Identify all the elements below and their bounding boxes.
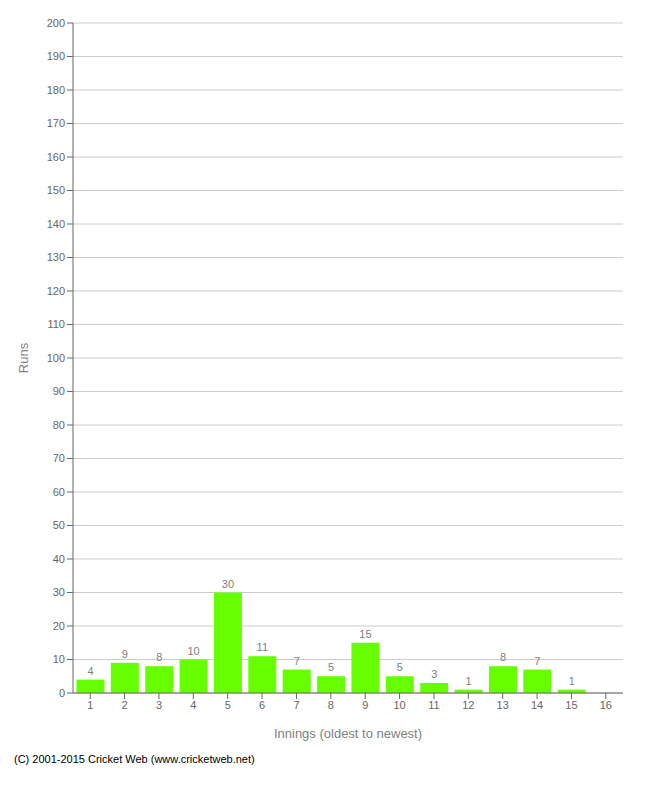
svg-text:190: 190 <box>47 50 65 62</box>
svg-text:80: 80 <box>53 419 65 431</box>
svg-text:15: 15 <box>565 699 577 711</box>
svg-text:160: 160 <box>47 151 65 163</box>
svg-text:180: 180 <box>47 84 65 96</box>
svg-text:3: 3 <box>431 668 437 680</box>
svg-text:15: 15 <box>359 628 371 640</box>
svg-text:2: 2 <box>122 699 128 711</box>
svg-text:100: 100 <box>47 352 65 364</box>
svg-text:70: 70 <box>53 452 65 464</box>
svg-text:150: 150 <box>47 184 65 196</box>
svg-text:30: 30 <box>222 578 234 590</box>
svg-text:170: 170 <box>47 117 65 129</box>
svg-text:1: 1 <box>466 675 472 687</box>
svg-text:5: 5 <box>397 661 403 673</box>
svg-text:6: 6 <box>259 699 265 711</box>
svg-text:5: 5 <box>225 699 231 711</box>
svg-text:3: 3 <box>156 699 162 711</box>
svg-text:1: 1 <box>569 675 575 687</box>
svg-text:10: 10 <box>187 645 199 657</box>
svg-text:50: 50 <box>53 519 65 531</box>
svg-text:10: 10 <box>393 699 405 711</box>
svg-text:Innings (oldest to newest): Innings (oldest to newest) <box>274 726 422 741</box>
svg-text:7: 7 <box>294 655 300 667</box>
svg-text:90: 90 <box>53 385 65 397</box>
svg-text:7: 7 <box>534 655 540 667</box>
svg-text:20: 20 <box>53 620 65 632</box>
svg-text:14: 14 <box>531 699 543 711</box>
svg-text:13: 13 <box>497 699 509 711</box>
svg-text:9: 9 <box>122 648 128 660</box>
svg-text:0: 0 <box>59 687 65 699</box>
html-text:(C) 2001-2015 Cricket Web (www: (C) 2001-2015 Cricket Web (www.cricketwe… <box>14 753 255 765</box>
svg-text:11: 11 <box>257 641 268 653</box>
svg-text:1: 1 <box>87 699 93 711</box>
svg-text:10: 10 <box>53 653 65 665</box>
svg-text:16: 16 <box>600 699 612 711</box>
svg-text:40: 40 <box>53 553 65 565</box>
svg-text:5: 5 <box>328 661 334 673</box>
svg-text:60: 60 <box>53 486 65 498</box>
svg-text:140: 140 <box>47 218 65 230</box>
svg-text:110: 110 <box>47 318 65 330</box>
svg-text:8: 8 <box>328 699 334 711</box>
svg-text:200: 200 <box>47 17 65 29</box>
svg-text:8: 8 <box>156 651 162 663</box>
svg-text:4: 4 <box>190 699 196 711</box>
svg-text:9: 9 <box>362 699 368 711</box>
svg-text:30: 30 <box>53 586 65 598</box>
svg-text:11: 11 <box>428 699 439 711</box>
svg-text:4: 4 <box>87 665 93 677</box>
svg-text:120: 120 <box>47 285 65 297</box>
svg-text:Runs: Runs <box>16 342 31 373</box>
svg-text:7: 7 <box>293 699 299 711</box>
svg-text:12: 12 <box>462 699 474 711</box>
svg-text:130: 130 <box>47 251 65 263</box>
svg-text:8: 8 <box>500 651 506 663</box>
